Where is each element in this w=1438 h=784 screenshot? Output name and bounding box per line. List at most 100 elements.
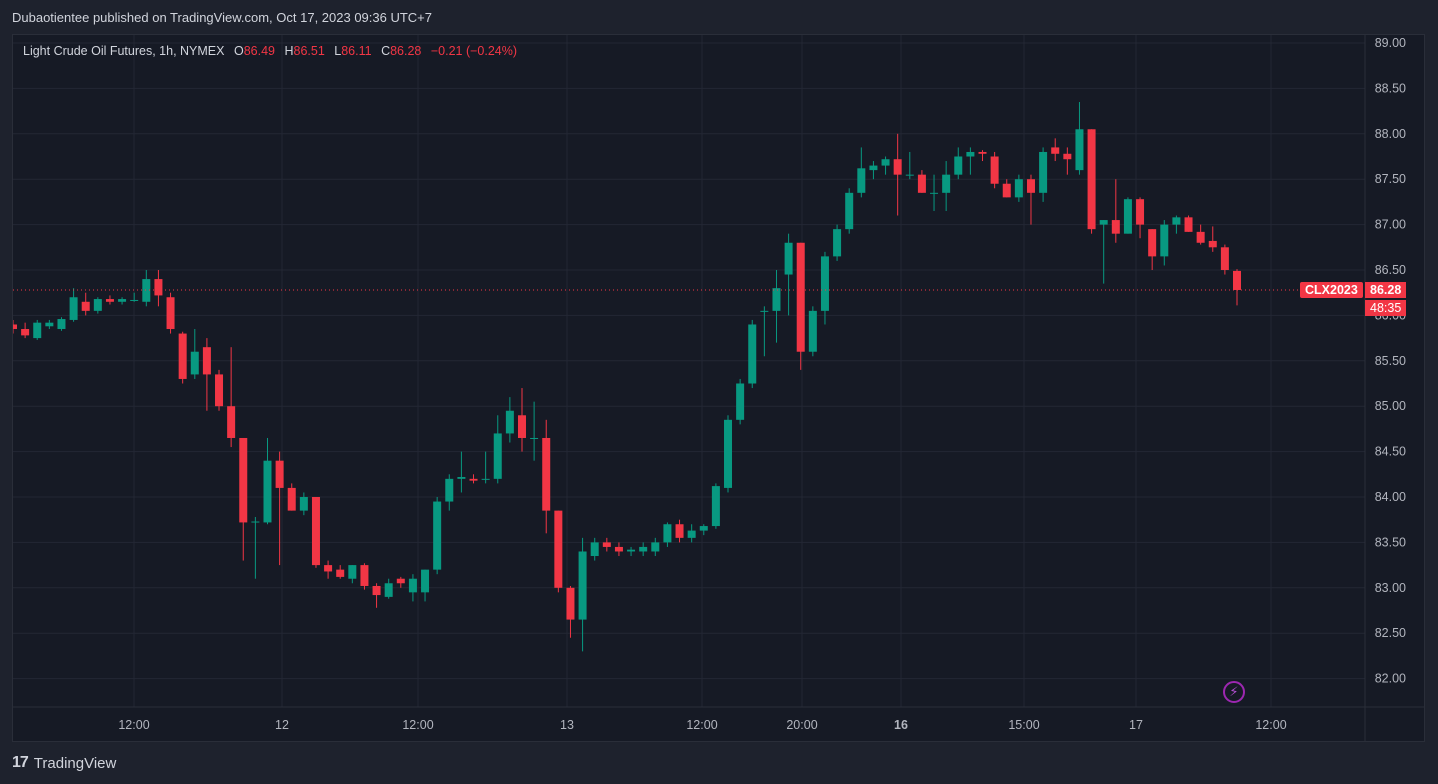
candle-body (1136, 199, 1145, 225)
candle-body (287, 487, 296, 511)
legend-close-label: C (381, 44, 391, 58)
ticker-price-tag: CLX2023 (1300, 282, 1363, 298)
candle-body (239, 437, 248, 523)
symbol-legend: Light Crude Oil Futures, 1h, NYMEX O86.4… (23, 44, 517, 58)
candle-body (724, 419, 733, 488)
x-tick-label: 12:00 (1255, 718, 1286, 732)
x-tick-label: 13 (560, 718, 574, 732)
y-tick-label: 87.00 (1375, 218, 1406, 232)
candle-body (505, 410, 514, 434)
candle-body (772, 288, 781, 311)
publisher-line: Dubaotientee published on TradingView.co… (12, 10, 433, 25)
candle-body (687, 530, 696, 538)
candle-body (21, 329, 30, 336)
candle-body (421, 569, 430, 593)
candle-body (530, 437, 539, 439)
x-tick-label: 17 (1129, 718, 1143, 732)
candle-body (445, 478, 454, 502)
y-tick-label: 83.00 (1375, 581, 1406, 595)
candle-body (942, 174, 951, 193)
candle-body (1051, 147, 1060, 154)
tradingview-brand[interactable]: 17 TradingView (12, 754, 116, 772)
candle-body (142, 279, 151, 302)
candle-body (1196, 231, 1205, 243)
tradingview-logo-icon: 17 (12, 754, 29, 771)
lightning-icon[interactable]: ⚡ (1223, 681, 1245, 703)
candle-body (978, 151, 987, 154)
legend-high: 86.51 (293, 44, 325, 58)
x-tick-label: 12:00 (402, 718, 433, 732)
x-tick-label: 15:00 (1008, 718, 1039, 732)
y-tick-label: 86.50 (1375, 263, 1406, 277)
candle-body (154, 279, 163, 296)
candle-body (190, 351, 199, 375)
candle-body (554, 510, 563, 588)
legend-low: 86.11 (341, 44, 372, 58)
candle-body (1026, 179, 1035, 193)
candle-body (893, 159, 902, 175)
candle-body (433, 501, 442, 570)
brand-name: TradingView (33, 754, 117, 772)
candlestick-chart[interactable]: 89.0088.5088.0087.5087.0086.5086.0085.50… (13, 35, 1424, 741)
candle-body (820, 256, 829, 311)
last-price-tag: 86.28 (1365, 282, 1407, 298)
y-tick-label: 87.50 (1375, 172, 1406, 186)
x-tick-label: 12 (275, 718, 289, 732)
legend-high-label: H (284, 44, 294, 58)
candle-body (311, 497, 320, 566)
y-tick-label: 85.50 (1375, 354, 1406, 368)
candle-body (263, 460, 272, 523)
candle-body (663, 524, 672, 543)
candle-body (81, 301, 90, 311)
candle-body (215, 374, 224, 407)
footer-bar: 17 TradingView (0, 742, 1438, 784)
candle-body (13, 324, 17, 330)
candle-body (990, 156, 999, 184)
candle-body (408, 578, 417, 593)
candle-body (857, 168, 866, 193)
y-tick-label: 84.00 (1375, 490, 1406, 504)
candle-body (372, 585, 381, 596)
candle-body (1172, 217, 1181, 225)
legend-change: −0.21 (−0.24%) (430, 44, 518, 58)
candle-body (796, 242, 805, 352)
candle-body (566, 587, 575, 620)
candle-body (602, 542, 611, 547)
x-tick-label: 20:00 (786, 718, 817, 732)
candle-body (1220, 247, 1229, 270)
candle-body (1039, 151, 1048, 193)
candle-body (178, 333, 187, 379)
legend-open-label: O (233, 44, 244, 58)
legend-close: 86.28 (390, 44, 422, 58)
candle-body (396, 578, 405, 584)
candle-body (360, 565, 369, 586)
legend-symbol: Light Crude Oil Futures, 1h, NYMEX (23, 44, 225, 58)
bar-countdown-tag: 48:35 (1365, 300, 1407, 316)
y-tick-label: 82.00 (1375, 672, 1406, 686)
candle-body (57, 319, 66, 330)
candle-body (33, 322, 42, 339)
candle-body (1111, 220, 1120, 234)
candle-body (1063, 153, 1072, 160)
y-tick-label: 88.00 (1375, 127, 1406, 141)
candle-body (675, 524, 684, 538)
candle-body (833, 229, 842, 257)
x-tick-label: 12:00 (686, 718, 717, 732)
candle-body (1148, 229, 1157, 257)
candle-body (748, 324, 757, 384)
candle-body (954, 156, 963, 175)
candle-body (930, 192, 939, 194)
candle-body (845, 192, 854, 230)
candle-body (627, 549, 636, 552)
candle-body (45, 322, 54, 327)
candle-body (1014, 179, 1023, 198)
candle-body (299, 497, 308, 511)
chart-panel[interactable]: 89.0088.5088.0087.5087.0086.5086.0085.50… (12, 34, 1425, 742)
candle-body (711, 486, 720, 527)
legend-open: 86.49 (243, 44, 275, 58)
candle-body (93, 299, 102, 311)
candle-body (457, 477, 466, 479)
candle-body (1208, 240, 1217, 248)
candle-body (905, 174, 914, 176)
candle-body (324, 565, 333, 572)
